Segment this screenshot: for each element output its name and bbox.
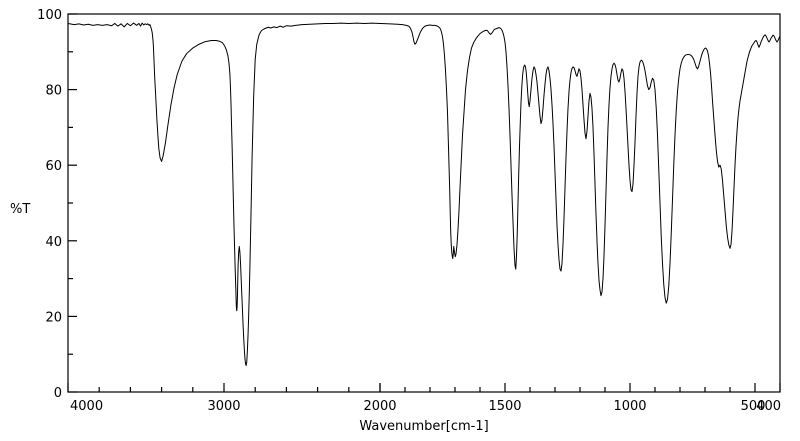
y-tick-label: 60 bbox=[45, 159, 62, 174]
x-axis-title: Wavenumber[cm-1] bbox=[359, 419, 488, 434]
x-tick-label: 1000 bbox=[613, 399, 646, 414]
y-axis-title: %T bbox=[10, 202, 30, 217]
spectrum-trace-line bbox=[67, 22, 781, 367]
y-tick-label: 40 bbox=[45, 235, 62, 250]
x-tick-label: 500 bbox=[741, 399, 766, 414]
y-tick-label: 0 bbox=[54, 386, 62, 401]
x-tick-label: 2000 bbox=[363, 399, 396, 414]
x-tick-label: 1500 bbox=[488, 399, 521, 414]
x-tick-label: 3000 bbox=[207, 399, 240, 414]
y-tick-label: 20 bbox=[45, 310, 62, 325]
x-tick-label: 4000 bbox=[70, 399, 103, 414]
y-axis-tick-labels: 0 20 40 60 80 100 bbox=[37, 8, 62, 401]
y-tick-label: 100 bbox=[37, 8, 62, 23]
y-axis-ticks bbox=[68, 13, 77, 393]
y-tick-label: 80 bbox=[45, 84, 62, 99]
x-tick-label: 400 bbox=[756, 399, 781, 414]
x-axis-ticks bbox=[67, 383, 781, 392]
